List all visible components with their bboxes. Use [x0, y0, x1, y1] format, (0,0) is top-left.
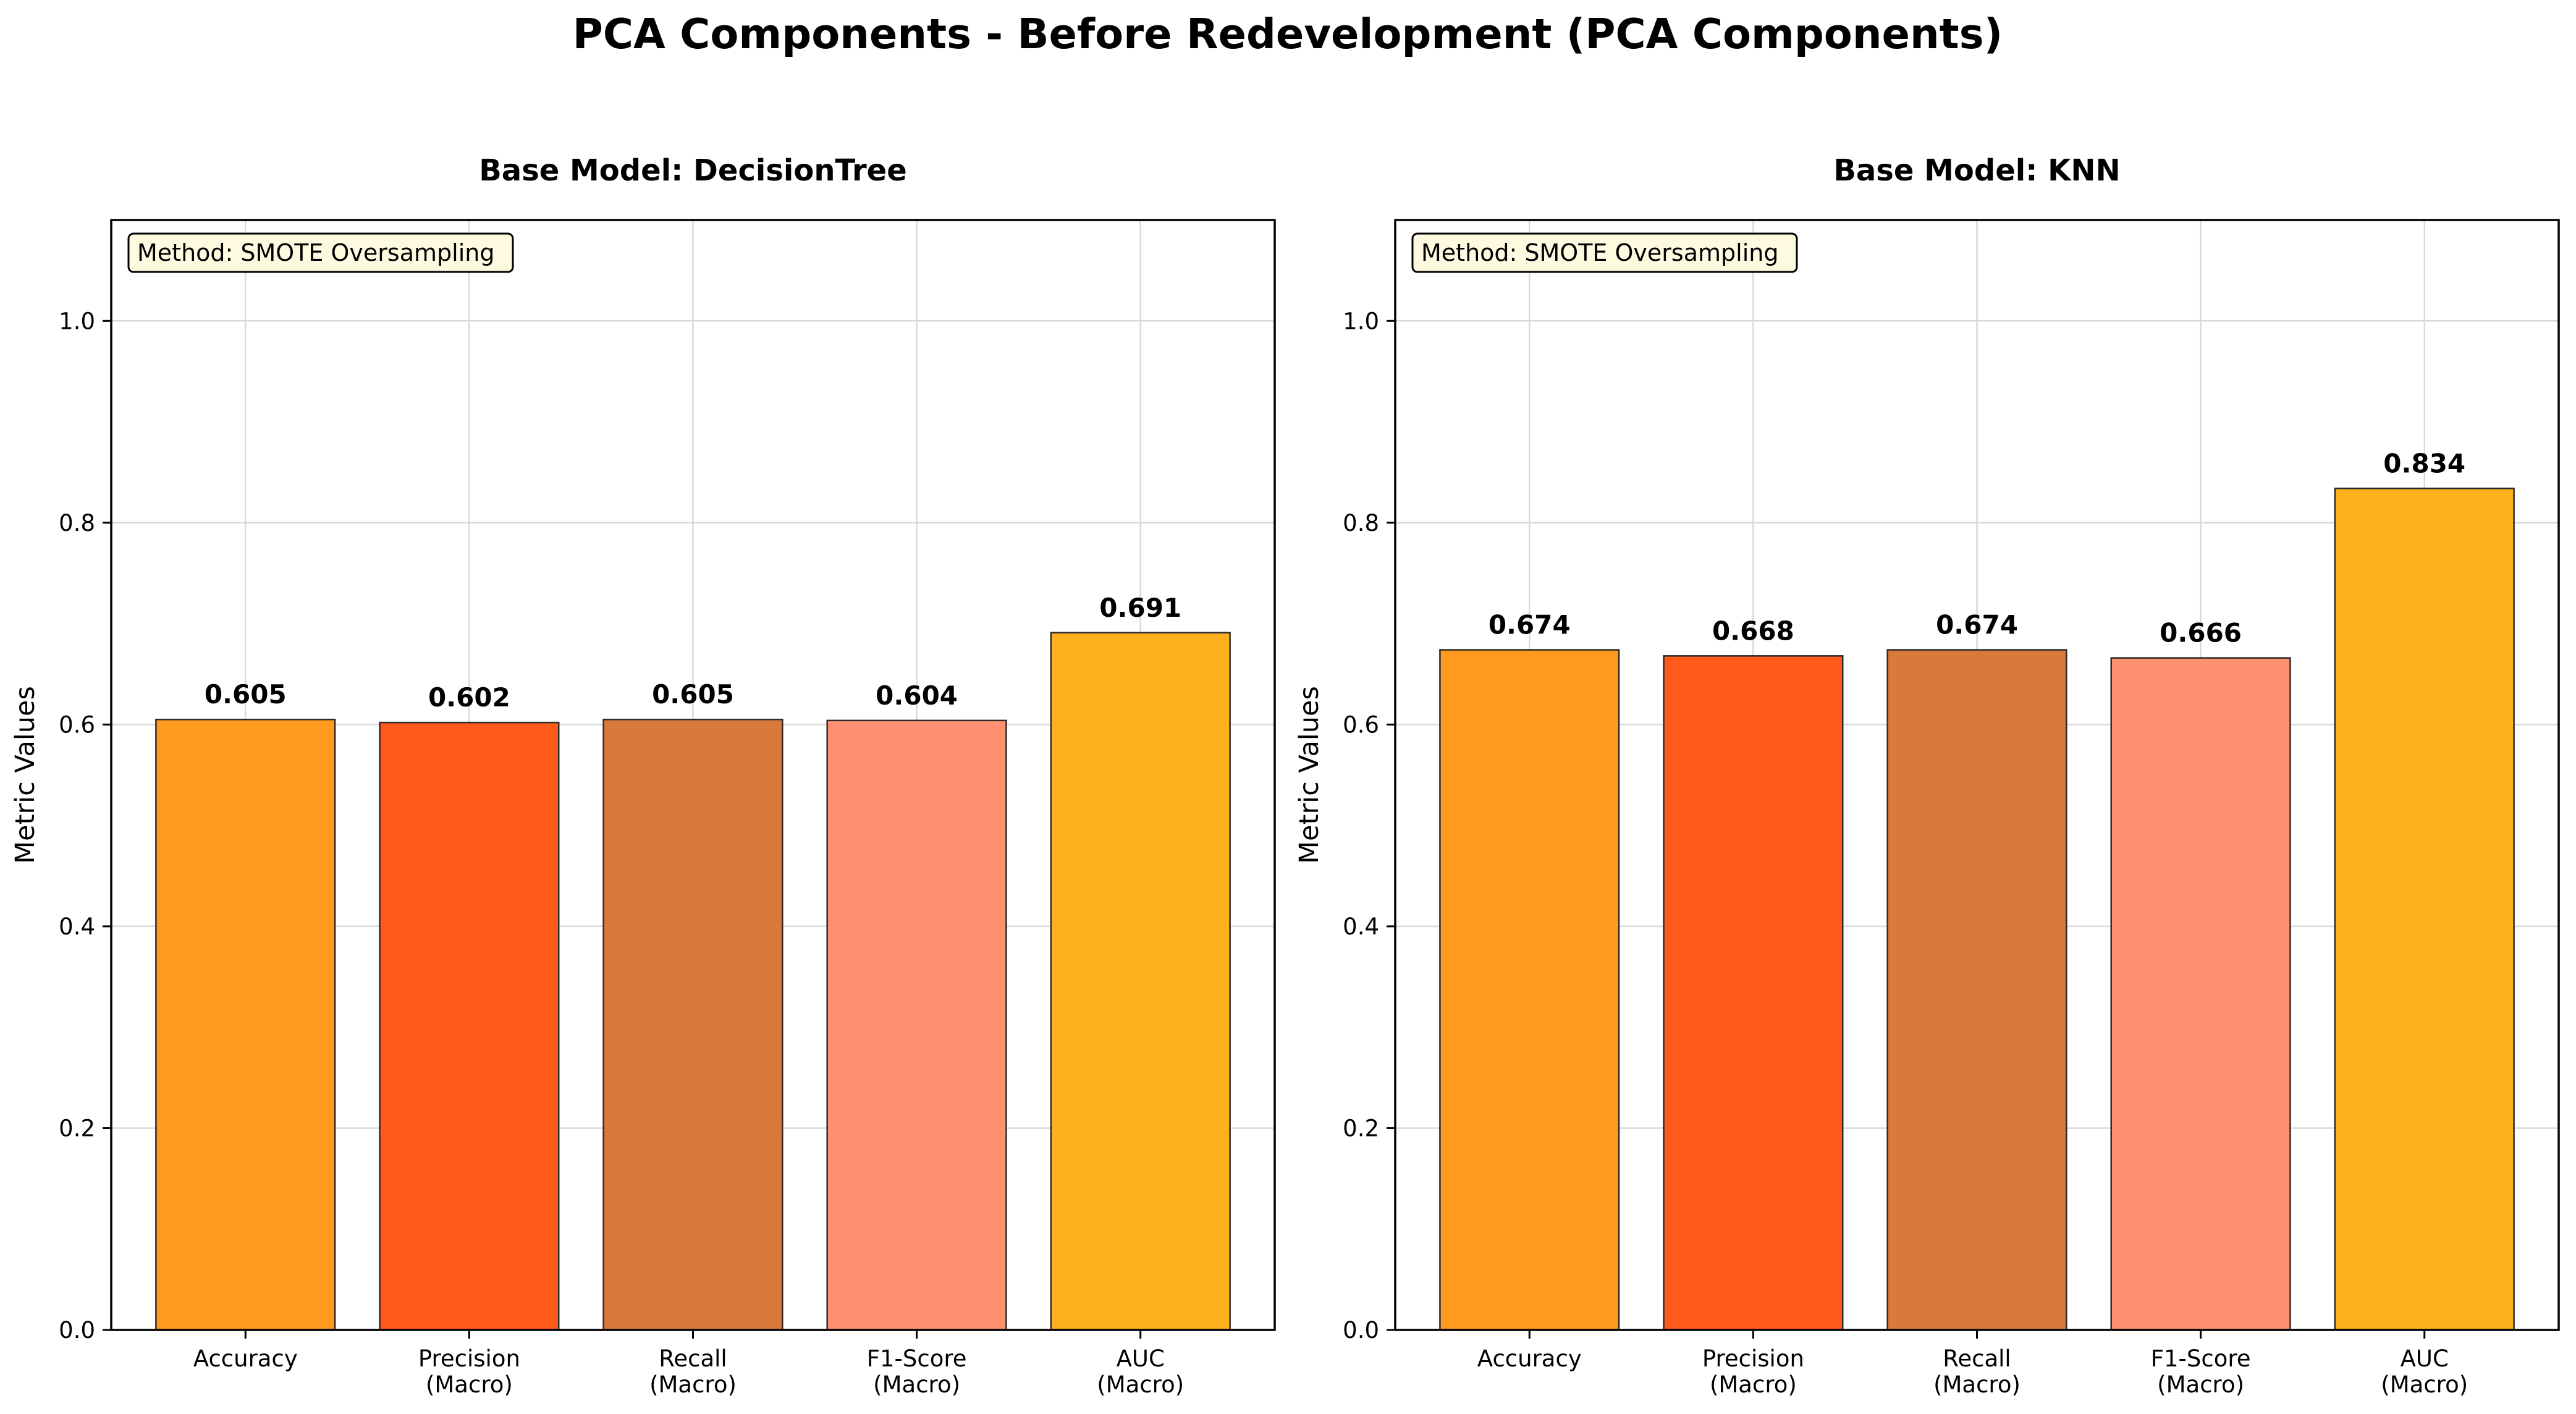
y-tick-label: 0.8: [59, 510, 95, 536]
x-tick-label-line: (Macro): [2157, 1371, 2244, 1398]
bar: [1886, 649, 2067, 1331]
bar-value-label: 0.691: [1099, 593, 1181, 623]
method-annotation-box: [1411, 232, 1798, 273]
bar-value-label: 0.604: [876, 680, 958, 711]
bar: [826, 719, 1007, 1331]
chart-panel-2: Base Model: KNN 0.674 0.668 0.674 0.666 0.834…: [1294, 153, 2560, 1398]
chart-panel-1: Base Model: DecisionTree 0.605 0.602 0.605 0…: [10, 153, 1276, 1398]
x-tick-label-line: (Macro): [873, 1371, 960, 1398]
x-tick-label: F1-Score (Macro): [867, 1345, 967, 1398]
x-tick-label: AUC (Macro): [2381, 1345, 2468, 1398]
x-tick-label-line: (Macro): [1933, 1371, 2021, 1398]
chart-panels: Base Model: DecisionTree 0.605 0.602 0.605 0…: [10, 153, 2560, 1398]
y-tick-label: 0.0: [59, 1317, 95, 1344]
bar-value-label: 0.602: [428, 682, 510, 713]
bar: [2110, 657, 2291, 1331]
x-tick-label-line: Precision: [1702, 1345, 1804, 1372]
x-tick-label-line: (Macro): [2381, 1371, 2468, 1398]
bar-value-label: 0.674: [1489, 610, 1571, 640]
x-tick-label: F1-Score (Macro): [2151, 1345, 2251, 1398]
method-annotation-box: [127, 232, 514, 273]
bar: [155, 718, 336, 1331]
x-tick-label-line: AUC: [2401, 1345, 2449, 1372]
y-axis-label: Metric Values: [10, 686, 41, 864]
y-tick-label: 0.4: [1343, 913, 1379, 940]
y-tick-label: 0.4: [59, 913, 95, 940]
x-tick-label: Precision (Macro): [418, 1345, 520, 1398]
x-tick-label-line: Accuracy: [193, 1345, 298, 1372]
x-tick-label-line: F1-Score: [2151, 1345, 2251, 1372]
x-tick-label-line: F1-Score: [867, 1345, 967, 1372]
x-tick-label-line: (Macro): [426, 1371, 513, 1398]
bar: [1663, 655, 1844, 1331]
method-annotation-text: Method: SMOTE Oversampling: [1421, 239, 1778, 266]
y-tick-label: 1.0: [59, 308, 95, 334]
x-tick-label-line: (Macro): [649, 1371, 737, 1398]
bar-value-label: 0.605: [205, 679, 287, 709]
x-tick-label: Accuracy: [1477, 1345, 1582, 1372]
x-tick-label-line: Recall: [1943, 1345, 2011, 1372]
x-tick-label: Accuracy: [193, 1345, 298, 1372]
y-axis-label: Metric Values: [1294, 686, 1325, 864]
x-tick-label-line: Precision: [418, 1345, 520, 1372]
x-tick-label-line: Recall: [659, 1345, 727, 1372]
x-tick-label: Precision (Macro): [1702, 1345, 1804, 1398]
y-tick-label: 0.6: [59, 711, 95, 738]
y-tick-label: 0.2: [1343, 1115, 1379, 1141]
panel-title: Base Model: DecisionTree: [479, 153, 907, 188]
bar: [1439, 649, 1620, 1331]
figure-title: PCA Components - Before Redevelopment (P…: [573, 10, 2003, 58]
bar-value-label: 0.674: [1936, 610, 2018, 640]
y-tick-label: 0.2: [59, 1115, 95, 1141]
y-tick-label: 0.6: [1343, 711, 1379, 738]
x-tick-label-line: Accuracy: [1477, 1345, 1582, 1372]
x-tick-label: AUC (Macro): [1097, 1345, 1184, 1398]
y-tick-label: 1.0: [1343, 308, 1379, 334]
bar-value-label: 0.666: [2160, 618, 2242, 648]
x-tick-label-line: (Macro): [1710, 1371, 1797, 1398]
panel-title: Base Model: KNN: [1833, 153, 2120, 188]
method-annotation-text: Method: SMOTE Oversampling: [137, 239, 494, 266]
bar-value-label: 0.605: [652, 679, 734, 709]
x-tick-label: Recall (Macro): [1933, 1345, 2021, 1398]
y-tick-label: 0.8: [1343, 510, 1379, 536]
bar-value-label: 0.834: [2383, 448, 2465, 478]
y-tick-label: 0.0: [1343, 1317, 1379, 1344]
bar: [2334, 488, 2515, 1331]
x-tick-label-line: (Macro): [1097, 1371, 1184, 1398]
bar: [602, 718, 783, 1331]
bar-value-label: 0.668: [1712, 616, 1794, 646]
x-tick-label: Recall (Macro): [649, 1345, 737, 1398]
bar: [379, 721, 560, 1331]
x-tick-label-line: AUC: [1117, 1345, 1165, 1372]
bar: [1050, 632, 1231, 1331]
